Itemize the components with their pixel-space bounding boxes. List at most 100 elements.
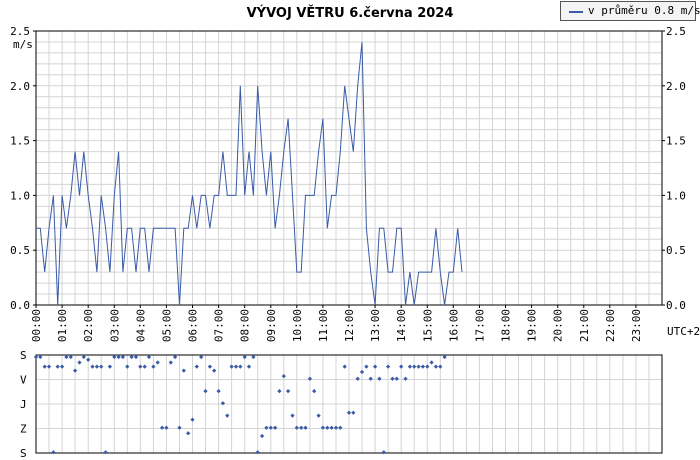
direction-point	[138, 364, 143, 369]
direction-point	[433, 364, 439, 369]
x-tick-label: 04:00	[134, 309, 147, 342]
direction-point	[86, 357, 91, 362]
direction-point	[394, 376, 399, 381]
direction-point	[216, 388, 221, 394]
direction-point	[225, 413, 230, 418]
x-tick-label: 05:00	[160, 309, 173, 342]
direction-point	[385, 364, 391, 369]
x-tick-label: 16:00	[447, 309, 460, 342]
direction-point	[303, 425, 308, 430]
direction-point	[312, 388, 317, 394]
direction-point	[412, 364, 417, 369]
direction-point	[281, 373, 286, 379]
direction-point	[333, 425, 339, 430]
y-axis-unit-label: m/s	[13, 38, 33, 51]
direction-point	[320, 425, 326, 430]
direction-point	[429, 360, 434, 365]
direction-point	[407, 364, 413, 369]
direction-point	[285, 388, 291, 394]
legend-line-swatch	[569, 11, 583, 13]
direction-point	[420, 364, 426, 369]
direction-point	[142, 364, 147, 369]
direction-point	[359, 369, 365, 375]
direction-axis-label: S	[20, 349, 27, 362]
direction-point	[316, 413, 321, 418]
x-tick-label: 22:00	[604, 309, 617, 342]
direction-point	[251, 354, 256, 360]
direction-point	[38, 354, 43, 360]
direction-point	[129, 354, 134, 360]
direction-point	[212, 368, 217, 373]
direction-point	[416, 364, 421, 369]
x-tick-label: 07:00	[213, 309, 226, 342]
direction-point	[364, 364, 369, 369]
direction-point	[233, 364, 239, 369]
x-tick-label: 13:00	[369, 309, 382, 342]
x-tick-label: 09:00	[265, 309, 278, 342]
direction-axis-label: Z	[20, 423, 27, 436]
direction-point	[159, 425, 165, 430]
direction-point	[59, 364, 65, 369]
direction-point	[368, 376, 373, 381]
direction-point	[133, 354, 139, 360]
chart-title: VÝVOJ VĚTRU 6.června 2024	[247, 5, 454, 21]
direction-point	[346, 410, 352, 415]
x-tick-label: 12:00	[343, 309, 356, 342]
direction-point	[255, 450, 260, 455]
legend: v průměru 0.8 m/s	[560, 1, 700, 21]
direction-point	[151, 364, 156, 369]
direction-point	[325, 425, 330, 430]
direction-point	[125, 364, 130, 369]
y-tick-label-right: 1.0	[666, 189, 686, 202]
direction-point	[168, 360, 173, 365]
direction-point	[290, 413, 295, 418]
direction-point	[438, 364, 443, 369]
direction-point	[120, 354, 126, 360]
direction-point	[442, 354, 447, 360]
direction-point	[390, 376, 395, 381]
direction-point	[55, 364, 60, 369]
legend-entry: v průměru 0.8 m/s	[588, 4, 700, 17]
direction-point	[307, 376, 313, 381]
direction-point	[90, 364, 95, 369]
x-tick-label: 19:00	[526, 309, 539, 342]
direction-point	[112, 354, 117, 360]
x-tick-label: 20:00	[552, 309, 565, 342]
direction-point	[220, 401, 226, 406]
direction-point	[103, 450, 108, 455]
y-tick-label-right: 0.0	[666, 299, 686, 312]
direction-point	[329, 425, 334, 430]
direction-point	[181, 368, 186, 373]
x-tick-label: 10:00	[291, 309, 304, 342]
y-tick-label-left: 2.0	[10, 80, 30, 93]
y-tick-label-right: 1.5	[666, 135, 686, 148]
direction-point	[246, 364, 252, 369]
direction-point	[116, 354, 121, 360]
direction-point	[77, 360, 82, 365]
x-tick-label: 15:00	[421, 309, 434, 342]
direction-point	[99, 364, 104, 369]
direction-point	[42, 364, 47, 369]
x-tick-label: 18:00	[500, 309, 513, 342]
direction-point	[107, 364, 113, 369]
y-tick-label-left: 1.0	[10, 189, 30, 202]
direction-point	[294, 425, 299, 430]
direction-point	[203, 388, 208, 394]
x-tick-label: 21:00	[578, 309, 591, 342]
direction-point	[94, 364, 100, 369]
timezone-label: UTC+2	[667, 325, 700, 338]
direction-point	[155, 360, 160, 365]
direction-point	[377, 376, 382, 381]
x-tick-label: 06:00	[187, 309, 200, 342]
direction-point	[194, 364, 199, 369]
x-tick-label: 02:00	[82, 309, 95, 342]
direction-point	[299, 425, 304, 430]
direction-point	[272, 425, 278, 430]
direction-point	[238, 364, 243, 369]
y-tick-label-left: 0.5	[10, 244, 30, 257]
direction-point	[33, 354, 39, 360]
direction-point	[164, 425, 169, 430]
direction-point	[68, 354, 73, 360]
x-tick-label: 00:00	[30, 309, 43, 342]
